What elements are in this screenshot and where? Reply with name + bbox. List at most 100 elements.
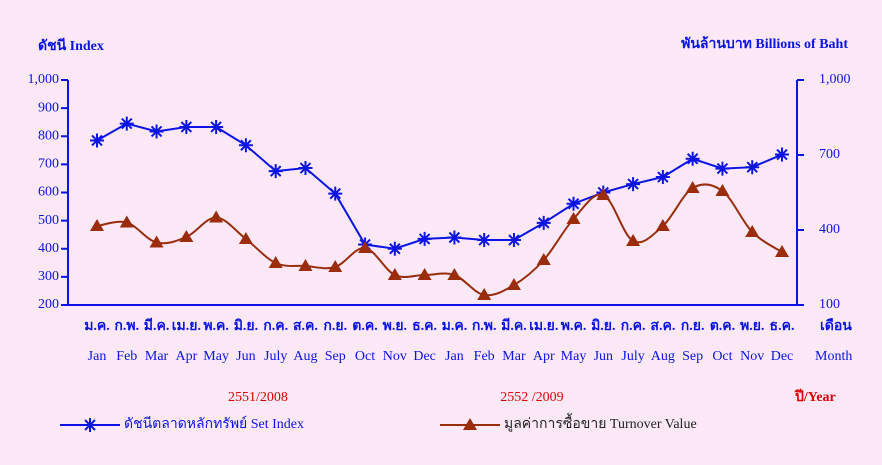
- star-marker: [328, 186, 343, 201]
- star-marker: [298, 161, 313, 176]
- x-tick-label: Dec: [771, 349, 794, 364]
- triangle-marker: [358, 241, 373, 253]
- star-marker: [655, 170, 670, 185]
- triangle-marker: [477, 288, 492, 300]
- y-tick-label: 600: [38, 185, 59, 200]
- year-th: ปี: [794, 389, 804, 405]
- x-tick-label-th: ก.ค.: [263, 319, 288, 334]
- y2-tick-label: 1,000: [819, 72, 851, 87]
- triangle-marker: [596, 188, 611, 200]
- y2-tick-label: 700: [819, 147, 840, 162]
- x-tick-label: Sep: [325, 349, 346, 364]
- triangle-marker: [536, 253, 551, 265]
- x-tick-label-th: มิ.ย.: [234, 318, 258, 334]
- x-tick-label-th: ม.ค.: [442, 319, 468, 334]
- y2-tick-label: 400: [819, 222, 840, 237]
- y-tick-label: 400: [38, 241, 59, 256]
- triangle-marker: [417, 268, 432, 280]
- star-marker: [417, 231, 432, 246]
- year-en: /Year: [803, 390, 836, 405]
- year-label: 2552 /2009: [500, 390, 563, 405]
- series-line: [96, 122, 783, 250]
- star-marker: [179, 119, 194, 134]
- x-tick-label-th: ธ.ค.: [412, 319, 437, 334]
- x-tick-label: Sep: [682, 349, 703, 364]
- x-tick-label-th: ก.ย.: [681, 319, 705, 334]
- triangle-marker: [149, 235, 164, 248]
- triangle-marker: [626, 234, 641, 246]
- x-tick-label: Mar: [145, 349, 169, 364]
- x-tick-label-th: มี.ค.: [144, 318, 170, 334]
- x-tick-label-th: ส.ค.: [293, 319, 318, 334]
- x-tick-label: Jun: [236, 349, 255, 364]
- star-marker: [506, 233, 521, 248]
- x-tick-label: Dec: [413, 349, 436, 364]
- x-tick-label-th: ก.ย.: [323, 319, 347, 334]
- y-tick-label: 900: [38, 100, 59, 115]
- star-marker: [268, 164, 283, 179]
- x-tick-label: Feb: [474, 349, 495, 364]
- triangle-marker: [298, 259, 313, 271]
- x-tick-label: Apr: [533, 349, 555, 364]
- triangle-marker: [463, 418, 477, 430]
- triangle-marker: [209, 210, 224, 223]
- star-marker: [775, 147, 789, 162]
- star-marker: [566, 196, 581, 211]
- x-tick-label-th: ม.ค.: [84, 319, 110, 334]
- y2-axis-label: พันล้านบาท Billions of Baht: [681, 36, 848, 52]
- x-tick-label: Feb: [116, 349, 137, 364]
- x-tick-label-th: มี.ค.: [501, 318, 527, 334]
- x-tick-label-th: ก.ค.: [621, 319, 646, 334]
- x-tick-label: Jan: [88, 349, 107, 364]
- star-marker: [536, 215, 551, 230]
- y-tick-label: 300: [38, 269, 59, 284]
- x-tick-label: Oct: [712, 349, 732, 364]
- x-tick-label-th: มิ.ย.: [591, 318, 615, 334]
- star-marker: [119, 116, 134, 131]
- triangle-marker: [775, 245, 789, 257]
- legend-label: ดัชนีตลาดหลักทรัพย์ Set Index: [124, 415, 304, 432]
- x-tick-label: July: [621, 349, 644, 364]
- x-tick-label: Jan: [445, 349, 464, 364]
- triangle-marker: [387, 268, 402, 280]
- triangle-marker: [745, 225, 760, 237]
- triangle-marker: [685, 181, 700, 193]
- x-tick-label-th: เม.ย.: [172, 319, 201, 334]
- x-tick-label: Nov: [740, 349, 764, 364]
- x-tick-label: Aug: [293, 349, 317, 364]
- triangle-marker: [715, 184, 730, 196]
- x-tick-label: Aug: [651, 349, 675, 364]
- star-marker: [715, 161, 730, 176]
- triangle-marker: [268, 256, 283, 268]
- x-tick-label-th: ต.ค.: [352, 319, 377, 334]
- x-tick-label-th: เม.ย.: [529, 319, 558, 334]
- y-tick-label: 500: [38, 213, 59, 228]
- year-axis-label: ปี/Year: [794, 389, 836, 405]
- star-marker: [238, 138, 253, 153]
- y2-tick-label: 100: [819, 297, 840, 312]
- triangle-marker: [447, 268, 462, 280]
- x-tick-label-th: พ.ย.: [740, 319, 764, 334]
- triangle-marker: [566, 212, 581, 224]
- year-label: 2551/2008: [228, 390, 288, 405]
- x-tick-label-th: ธ.ค.: [770, 319, 795, 334]
- x-tick-label: July: [264, 349, 287, 364]
- x-tick-label-th: ก.พ.: [472, 319, 497, 334]
- x-tick-label: May: [561, 349, 587, 364]
- star-marker: [83, 418, 97, 432]
- triangle-marker: [119, 215, 134, 228]
- x-tick-label-th: ส.ค.: [650, 319, 675, 334]
- triangle-marker: [90, 219, 104, 231]
- x-tick-label-th: พ.ย.: [383, 319, 407, 334]
- legend-label: มูลค่าการซื้อขาย Turnover Value: [504, 413, 697, 432]
- x-tick-label: Nov: [383, 349, 407, 364]
- y-tick-label: 800: [38, 128, 59, 143]
- star-marker: [90, 133, 104, 148]
- star-marker: [626, 177, 641, 192]
- x-tick-label: May: [203, 349, 229, 364]
- triangle-marker: [238, 232, 253, 244]
- star-marker: [685, 151, 700, 166]
- triangle-marker: [179, 230, 194, 242]
- triangle-marker: [655, 219, 670, 231]
